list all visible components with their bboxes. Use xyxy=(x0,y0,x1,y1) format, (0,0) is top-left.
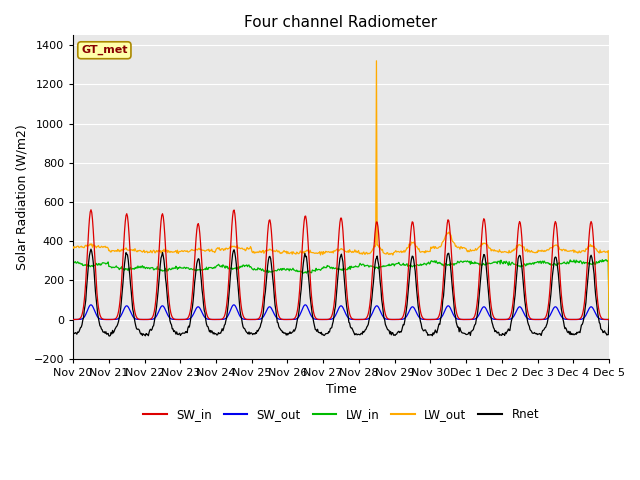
Title: Four channel Radiometer: Four channel Radiometer xyxy=(244,15,438,30)
Text: GT_met: GT_met xyxy=(81,45,127,55)
X-axis label: Time: Time xyxy=(326,384,356,396)
Legend: SW_in, SW_out, LW_in, LW_out, Rnet: SW_in, SW_out, LW_in, LW_out, Rnet xyxy=(138,403,544,426)
Y-axis label: Solar Radiation (W/m2): Solar Radiation (W/m2) xyxy=(15,124,28,270)
